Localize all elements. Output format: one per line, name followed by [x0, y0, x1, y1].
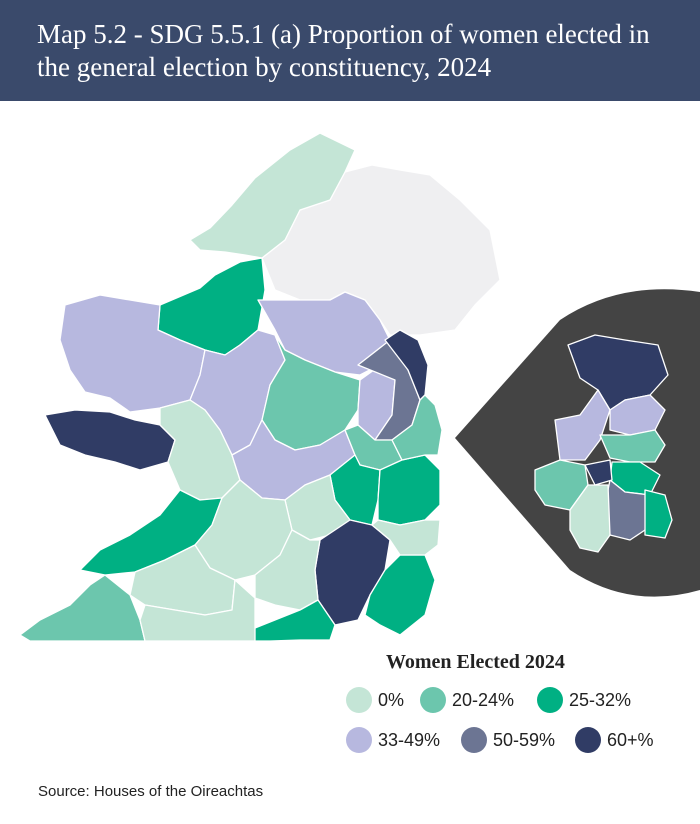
constituency-cork — [139, 579, 256, 641]
inset-dublin-north — [609, 394, 666, 436]
inset-dublin-south-central — [569, 484, 611, 553]
page-title: Map 5.2 - SDG 5.5.1 (a) Proportion of wo… — [37, 19, 650, 82]
legend-label-1: 20-24% — [452, 689, 515, 710]
inset-dublin-north-west — [584, 459, 613, 486]
legend-item-1: 20-24% — [420, 685, 514, 715]
legend-swatch-3 — [346, 727, 372, 753]
constituency-galway-west — [44, 409, 176, 471]
inset-dublin-west — [554, 389, 611, 461]
constituency-wicklow-wexford — [371, 519, 441, 556]
constituency-map — [19, 132, 700, 641]
header-banner: Map 5.2 - SDG 5.5.1 (a) Proportion of wo… — [0, 0, 700, 101]
dublin-inset — [455, 289, 700, 597]
source-note: Source: Houses of the Oireachtas — [38, 783, 264, 800]
legend-label-4: 50-59% — [493, 729, 556, 750]
legend-label-2: 25-32% — [569, 689, 632, 710]
constituency-tipperary-south — [254, 529, 321, 611]
constituency-waterford — [249, 599, 336, 641]
legend-label-0: 0% — [378, 689, 405, 710]
constituency-dublin — [391, 394, 443, 461]
legend-item-5: 60+% — [575, 725, 654, 755]
legend-swatch-0 — [346, 687, 372, 713]
constituency-louth — [384, 329, 429, 401]
legend-swatch-2 — [537, 687, 563, 713]
legend-label-5: 60+% — [607, 729, 654, 750]
legend-swatch-5 — [575, 727, 601, 753]
legend-title: Women Elected 2024 — [386, 651, 565, 673]
constituency-donegal — [189, 132, 356, 259]
legend-swatch-4 — [461, 727, 487, 753]
inset-dublin-rathdown — [644, 489, 673, 539]
legend-label-3: 33-49% — [378, 729, 441, 750]
legend-item-0: 0% — [346, 685, 404, 715]
inset-dublin-central — [599, 429, 666, 463]
constituency-wexford — [364, 554, 436, 636]
legend-item-2: 25-32% — [537, 685, 631, 715]
constituency-kerry — [19, 574, 146, 641]
legend-item-3: 33-49% — [346, 725, 440, 755]
legend-swatch-1 — [420, 687, 446, 713]
legend-item-4: 50-59% — [461, 725, 555, 755]
